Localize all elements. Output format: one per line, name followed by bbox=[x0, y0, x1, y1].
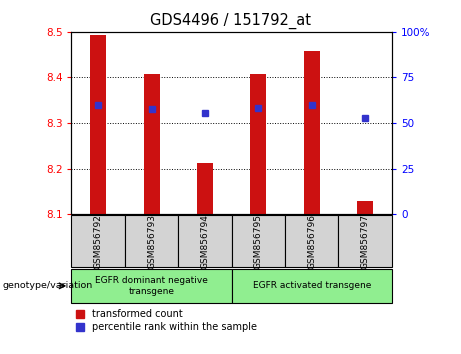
Bar bbox=[71, 269, 231, 303]
Text: GSM856792: GSM856792 bbox=[94, 213, 103, 269]
Bar bbox=[143, 74, 160, 214]
Bar bbox=[231, 269, 392, 303]
Text: GSM856794: GSM856794 bbox=[201, 213, 209, 269]
Bar bbox=[304, 51, 320, 214]
Legend: transformed count, percentile rank within the sample: transformed count, percentile rank withi… bbox=[77, 309, 257, 332]
Bar bbox=[285, 215, 338, 267]
Bar bbox=[90, 35, 106, 214]
Bar bbox=[250, 74, 266, 214]
Bar bbox=[338, 215, 392, 267]
Text: EGFR dominant negative
transgene: EGFR dominant negative transgene bbox=[95, 276, 208, 296]
Text: GSM856795: GSM856795 bbox=[254, 213, 263, 269]
Text: EGFR activated transgene: EGFR activated transgene bbox=[253, 281, 371, 290]
Bar bbox=[197, 163, 213, 214]
Text: GSM856793: GSM856793 bbox=[147, 213, 156, 269]
Bar bbox=[357, 201, 373, 214]
Text: GSM856796: GSM856796 bbox=[307, 213, 316, 269]
Text: GDS4496 / 151792_at: GDS4496 / 151792_at bbox=[150, 12, 311, 29]
Text: GSM856797: GSM856797 bbox=[361, 213, 370, 269]
Bar bbox=[178, 215, 231, 267]
Text: genotype/variation: genotype/variation bbox=[2, 281, 93, 290]
Bar bbox=[231, 215, 285, 267]
Bar bbox=[125, 215, 178, 267]
Bar bbox=[71, 215, 125, 267]
